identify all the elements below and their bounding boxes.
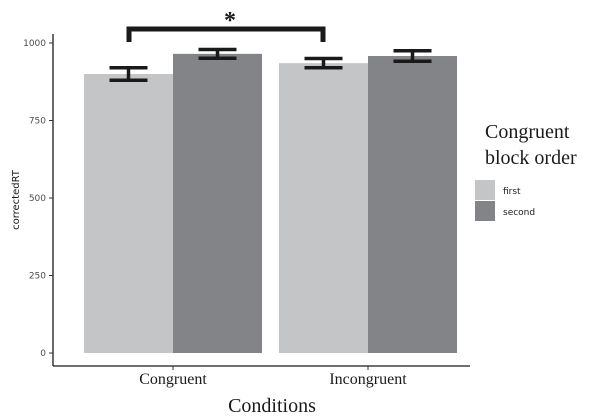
bars-layer (84, 53, 457, 354)
legend-title-line2: block order (485, 147, 577, 169)
y-axis-title: correctedRT (11, 169, 22, 230)
error-bars-layer (109, 47, 432, 82)
x-axis-title: Conditions (228, 395, 316, 417)
y-ticks-layer: 0 250 500 750 1000 (23, 39, 53, 359)
y-tick-label: 750 (29, 117, 46, 127)
significance-bracket (126, 26, 326, 42)
x-ticks-layer: Congruent Incongruent (139, 366, 407, 388)
error-bar-first-congruent (109, 66, 148, 82)
legend-swatch-second (475, 201, 495, 221)
x-tick-label-incongruent: Incongruent (329, 371, 407, 388)
y-tick-label: 1000 (23, 39, 46, 49)
error-bar-second-congruent (198, 47, 237, 60)
legend-label-first: first (503, 187, 521, 197)
x-tick-label-congruent: Congruent (139, 371, 207, 388)
y-tick-label: 0 (40, 349, 46, 359)
error-bar-second-incongruent (393, 49, 432, 64)
y-tick-label: 500 (29, 194, 46, 204)
legend: Congruent block order first second (475, 121, 577, 221)
significance-star: * (224, 8, 236, 34)
bar-first-congruent (84, 74, 173, 353)
bar-first-incongruent (279, 63, 368, 354)
error-bar-first-incongruent (304, 56, 343, 70)
bar-second-incongruent (368, 56, 457, 354)
y-tick-label: 250 (29, 272, 46, 282)
legend-title-line1: Congruent (485, 121, 570, 143)
bar-second-congruent (173, 53, 262, 353)
legend-swatch-first (475, 180, 495, 200)
legend-label-second: second (503, 208, 535, 218)
